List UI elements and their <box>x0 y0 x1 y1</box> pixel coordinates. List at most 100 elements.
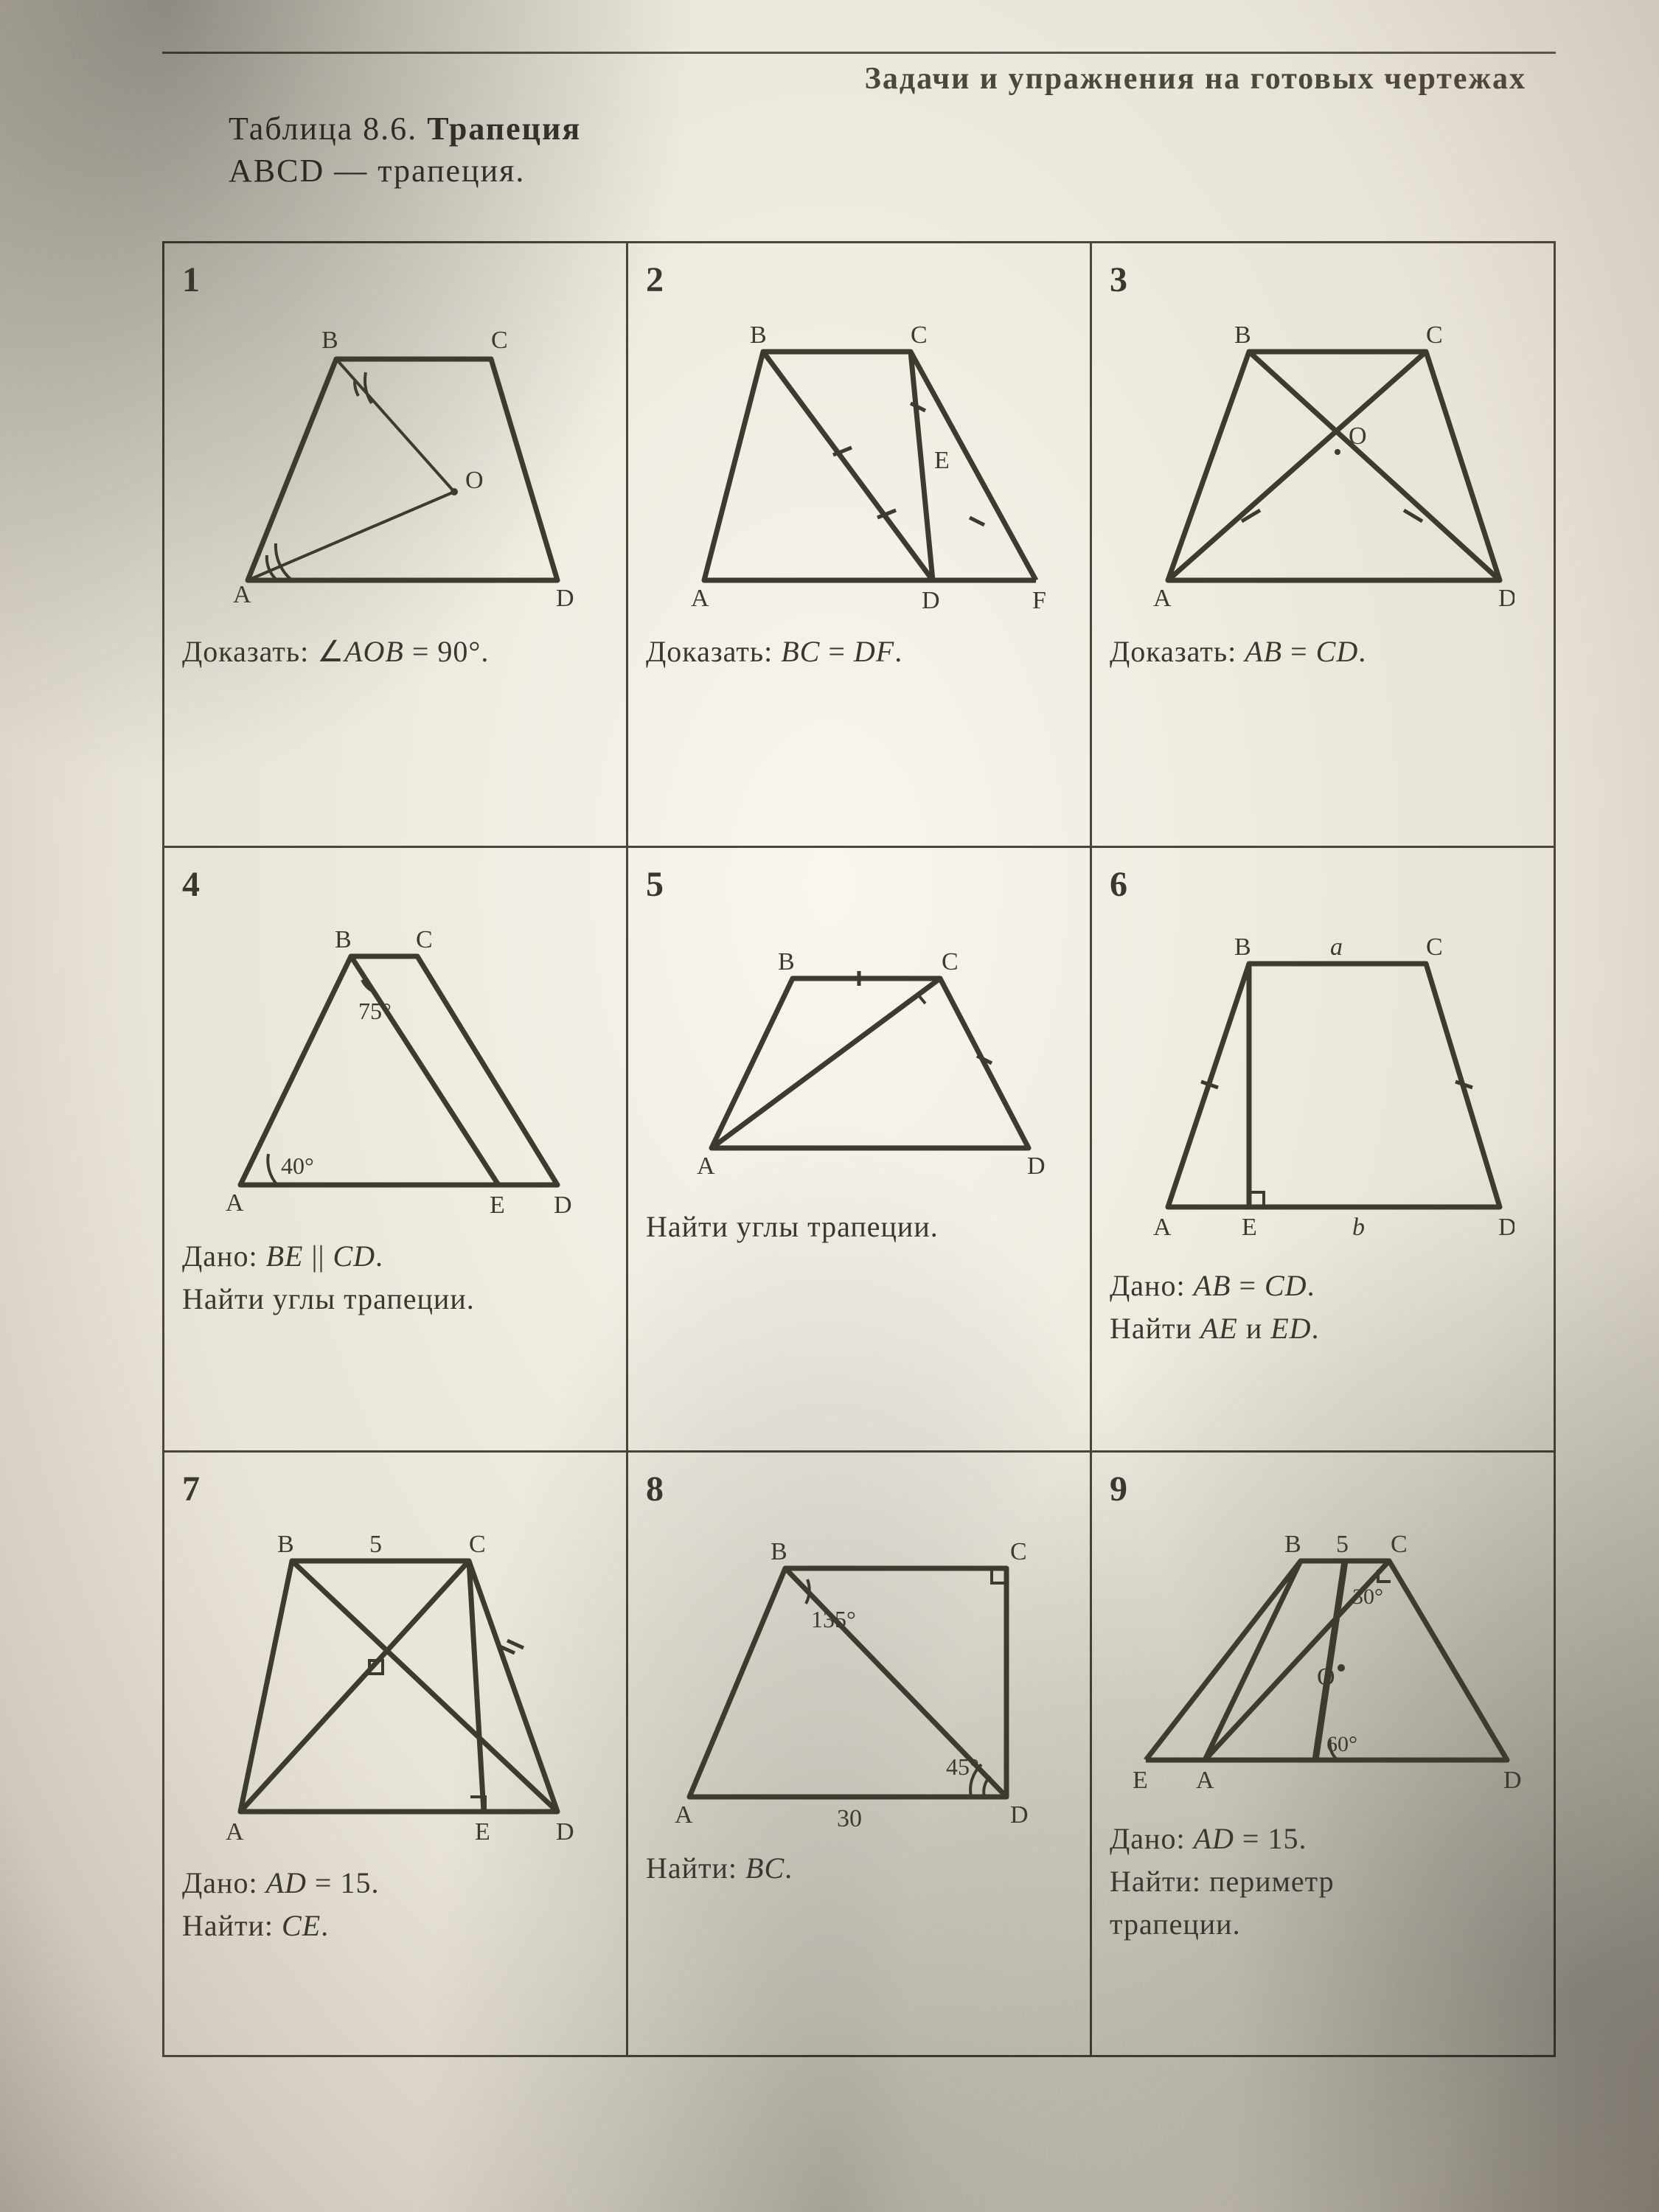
figure-7: A B C D E 5 <box>204 1517 587 1848</box>
svg-text:C: C <box>1426 933 1443 961</box>
svg-text:B: B <box>1234 933 1251 961</box>
svg-text:F: F <box>1032 587 1046 614</box>
cell-number: 5 <box>646 864 1072 905</box>
figure-4: A B C E D 75° 40° <box>211 912 580 1222</box>
figure-wrap: A B C D O <box>182 307 608 617</box>
svg-text:5: 5 <box>1336 1531 1349 1558</box>
svg-text:D: D <box>556 585 574 612</box>
svg-text:C: C <box>491 327 508 354</box>
svg-text:30: 30 <box>837 1805 862 1832</box>
svg-text:O: O <box>465 467 484 494</box>
svg-text:40°: 40° <box>281 1152 314 1179</box>
svg-text:D: D <box>1498 585 1514 612</box>
svg-text:A: A <box>675 1801 693 1829</box>
svg-text:A: A <box>1196 1767 1214 1794</box>
page-header: Задачи и упражнения на готовых чертежах <box>162 52 1556 97</box>
cell-6: 6 <box>1091 847 1555 1452</box>
svg-text:a: a <box>1330 933 1343 961</box>
cell-5: 5 <box>627 847 1091 1452</box>
cell-3: 3 A <box>1091 243 1555 847</box>
figure-9: E A D B C 5 30° 60° O <box>1124 1517 1522 1804</box>
svg-text:E: E <box>934 447 950 474</box>
cell-7: 7 <box>164 1452 627 2056</box>
figure-5: A B C D <box>667 912 1051 1192</box>
svg-text:B: B <box>778 948 795 975</box>
figure-3: A B C D O <box>1131 307 1514 617</box>
svg-text:30°: 30° <box>1352 1585 1383 1609</box>
svg-text:A: A <box>1153 1214 1172 1241</box>
cell-number: 8 <box>646 1469 1072 1509</box>
table-label-topic: Трапеция <box>427 111 581 147</box>
figure-wrap: A B C E D 75° 40° <box>182 912 608 1222</box>
svg-text:E: E <box>490 1192 505 1219</box>
caption: Дано: AD = 15.Найти: периметртрапеции. <box>1110 1818 1536 1946</box>
svg-text:5: 5 <box>369 1531 382 1558</box>
svg-text:C: C <box>942 948 959 975</box>
svg-text:O: O <box>1349 422 1367 450</box>
table-label: Таблица 8.6. Трапеция <box>162 110 1556 147</box>
svg-text:135°: 135° <box>811 1606 856 1632</box>
svg-text:C: C <box>1010 1538 1027 1565</box>
problems-grid: 1 <box>162 241 1556 2057</box>
figure-wrap: A B C D E a b <box>1110 912 1536 1251</box>
svg-text:A: A <box>697 1152 715 1180</box>
cell-number: 4 <box>182 864 608 905</box>
svg-text:E: E <box>475 1818 490 1846</box>
table-subtitle: ABCD — трапеция. <box>162 152 1556 189</box>
svg-text:D: D <box>1498 1214 1514 1241</box>
figure-6: A B C D E a b <box>1131 912 1514 1251</box>
figure-wrap: A B C D O <box>1110 307 1536 617</box>
figure-wrap: A B C D F E <box>646 307 1072 617</box>
cell-4: 4 A B C <box>164 847 627 1452</box>
svg-text:E: E <box>1242 1214 1257 1241</box>
svg-text:E: E <box>1133 1767 1148 1794</box>
svg-text:B: B <box>321 327 338 354</box>
svg-text:A: A <box>226 1189 244 1217</box>
svg-text:D: D <box>554 1192 572 1219</box>
svg-text:B: B <box>771 1538 787 1565</box>
figure-wrap: A B C D 135° 45° 30 <box>646 1517 1072 1834</box>
cell-number: 2 <box>646 260 1072 300</box>
svg-text:C: C <box>911 321 928 349</box>
cell-1: 1 <box>164 243 627 847</box>
figure-1: A B C D O <box>211 307 580 617</box>
svg-text:B: B <box>335 926 352 953</box>
caption: Доказать: ∠AOB = 90°. <box>182 630 608 673</box>
cell-number: 9 <box>1110 1469 1536 1509</box>
svg-text:b: b <box>1352 1214 1365 1241</box>
svg-text:B: B <box>750 321 767 349</box>
svg-text:D: D <box>1010 1801 1029 1829</box>
svg-text:D: D <box>1027 1152 1046 1180</box>
caption: Доказать: AB = CD. <box>1110 630 1536 673</box>
cell-number: 3 <box>1110 260 1536 300</box>
svg-text:C: C <box>416 926 433 953</box>
figure-wrap: A B C D E 5 <box>182 1517 608 1848</box>
svg-text:C: C <box>469 1531 486 1558</box>
svg-text:D: D <box>556 1818 574 1846</box>
cell-8: 8 <box>627 1452 1091 2056</box>
svg-text:A: A <box>691 585 709 612</box>
cell-number: 6 <box>1110 864 1536 905</box>
caption: Дано: AD = 15.Найти: CE. <box>182 1862 608 1947</box>
figure-2: A B C D F E <box>667 307 1051 617</box>
svg-text:C: C <box>1391 1531 1408 1558</box>
svg-text:O: O <box>1317 1663 1335 1691</box>
svg-text:D: D <box>1503 1767 1522 1794</box>
worksheet-page: Задачи и упражнения на готовых чертежах … <box>0 0 1659 2212</box>
svg-text:75°: 75° <box>358 998 392 1024</box>
caption: Найти углы трапеции. <box>646 1206 1072 1248</box>
cell-2: 2 <box>627 243 1091 847</box>
svg-text:A: A <box>1153 585 1172 612</box>
caption: Найти: BC. <box>646 1847 1072 1890</box>
svg-text:A: A <box>226 1818 244 1846</box>
svg-text:A: A <box>233 581 251 608</box>
svg-text:B: B <box>1234 321 1251 349</box>
caption: Доказать: BC = DF. <box>646 630 1072 673</box>
svg-text:D: D <box>922 587 940 614</box>
cell-number: 7 <box>182 1469 608 1509</box>
caption: Дано: BE || CD.Найти углы трапеции. <box>182 1235 608 1321</box>
svg-text:B: B <box>1284 1531 1301 1558</box>
svg-text:C: C <box>1426 321 1443 349</box>
svg-text:60°: 60° <box>1326 1732 1357 1756</box>
figure-wrap: A B C D <box>646 912 1072 1192</box>
